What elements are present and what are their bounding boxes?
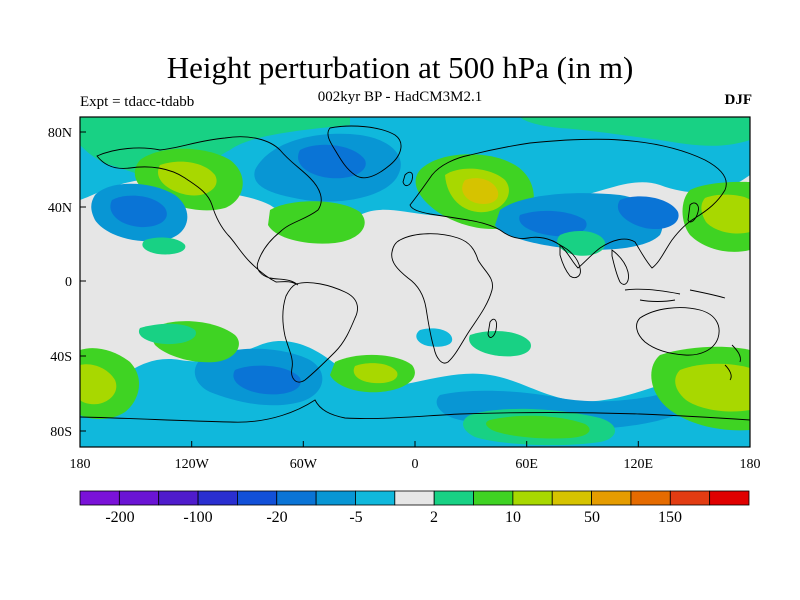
coast-india [559,244,581,279]
coast-antarctica [80,399,750,423]
colorbar-swatch [197,490,238,506]
lon-tick-label: 120E [624,457,654,472]
colorbar-label: 10 [505,509,521,526]
experiment-label: Expt = tdacc-tdabb [80,94,195,110]
contour-antarctic-green [486,415,590,439]
colorbar-swatch [158,490,199,506]
colorbar-swatch [512,490,553,506]
season-label: DJF [724,92,753,108]
contour-indian-teal [469,330,531,357]
colorbar-swatch [79,490,120,506]
colorbar-swatch [355,490,396,506]
colorbar-swatch [433,490,474,506]
lon-tick-label: 120W [175,457,210,472]
colorbar-label: 150 [658,509,682,526]
lat-tick-label: 40S [50,350,72,365]
coast-madagascar [487,318,497,338]
colorbar-swatch [237,490,278,506]
contour-eastasia-core [617,196,679,230]
contour-sh-blue-core [233,365,301,395]
lat-labels: 80N 40N 0 40S 80S [48,126,72,440]
colorbar-label: 2 [430,509,438,526]
colorbar-swatch [669,490,711,506]
coast-south-america [282,282,358,383]
lat-axis [80,131,86,432]
lon-tick-label: 60W [290,457,318,472]
colorbar-swatch [118,490,160,506]
contour-asia-core [519,210,587,237]
coast-australia [636,307,720,356]
coast-africa [391,233,493,364]
contour-atlantic-south-yellow [353,363,398,384]
colorbar-swatch [276,490,317,506]
contour-pacific-yellowgreen [158,161,217,196]
contour-field [80,117,750,447]
contour-nh-teal-east [520,117,750,146]
contour-southpac-teal [138,323,196,345]
colorbar-label: -5 [349,509,362,526]
colorbar-label: -20 [266,509,287,526]
colorbar-swatch [551,490,592,506]
contour-atlantic-green [268,201,365,244]
colorbar-swatch [315,490,356,506]
lon-tick-label: 180 [70,457,91,472]
colorbar-labels: -200 -100 -20 -5 2 10 50 150 [105,509,682,526]
contour-india-teal [557,230,606,256]
coast-japan [687,202,699,223]
coast-indonesia [624,288,726,302]
coast-uk [402,171,413,187]
contour-indian-cyan [416,328,453,347]
lat-tick-label: 80S [50,425,72,440]
coast-eurasia [409,138,727,269]
lon-tick-label: 180 [740,457,761,472]
lon-labels: 180 120W 60W 0 60E 120E 180 [70,457,761,472]
colorbar-swatch [709,490,750,506]
colorbar-swatch [394,490,435,506]
chart-subtitle: 002kyr BP - HadCM3M2.1 [317,89,483,105]
lon-axis [79,441,751,447]
colorbar-label: -200 [105,509,134,526]
colorbar [79,490,750,506]
colorbar-swatch [630,490,671,506]
coast-new-zealand [724,344,741,381]
lon-tick-label: 60E [515,457,538,472]
contour-npacific-core [110,195,167,228]
coastlines [80,125,750,423]
lat-tick-label: 80N [48,126,72,141]
lat-tick-label: 0 [65,275,72,290]
contour-europe-yellow [462,178,499,204]
colorbar-label: -100 [183,509,212,526]
colorbar-swatch [473,490,514,506]
contour-npacific-teal-small [142,237,186,255]
lon-tick-label: 0 [412,457,419,472]
coast-greenland [327,125,402,179]
chart-title: Height perturbation at 500 hPa (in m) [166,50,634,85]
coast-north-america [96,136,322,286]
coast-southeast-asia [611,249,629,285]
contour-nh-cyan [80,117,750,224]
lat-tick-label: 40N [48,201,72,216]
colorbar-label: 50 [584,509,600,526]
colorbar-swatch [591,490,632,506]
contour-sw-pacific-yellow [80,364,117,405]
